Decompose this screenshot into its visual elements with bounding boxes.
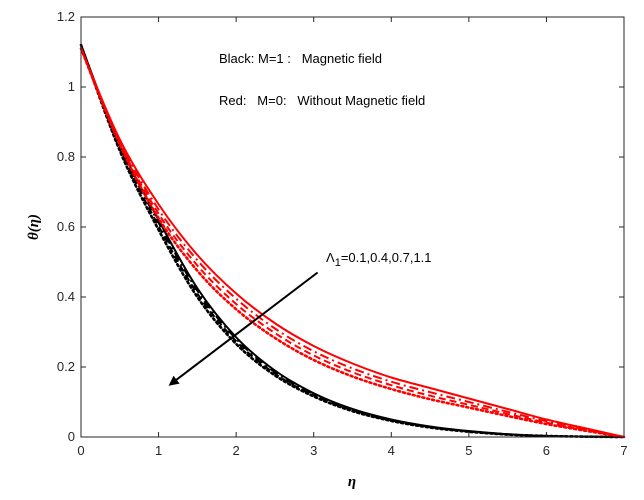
x-tick-label: 5 bbox=[465, 443, 472, 458]
series-line-7 bbox=[80, 48, 625, 438]
x-tick-label: 1 bbox=[155, 443, 162, 458]
x-tick-label: 2 bbox=[233, 443, 240, 458]
parameter-symbol: Λ bbox=[326, 250, 335, 265]
x-tick-label: 0 bbox=[77, 443, 84, 458]
series-line-5 bbox=[80, 48, 625, 438]
series-line-4 bbox=[79, 43, 626, 439]
series-line-6 bbox=[80, 48, 625, 438]
x-tick-label: 7 bbox=[620, 443, 627, 458]
y-tick-label: 0 bbox=[68, 429, 75, 444]
x-axis-label: η bbox=[348, 474, 356, 490]
legend-red-text: Red: M=0: Without Magnetic field bbox=[219, 93, 425, 108]
y-tick-label: 0.8 bbox=[57, 149, 75, 164]
x-tick-label: 3 bbox=[310, 443, 317, 458]
y-tick-label: 1 bbox=[68, 79, 75, 94]
y-tick-label: 0.6 bbox=[57, 219, 75, 234]
y-tick-label: 1.2 bbox=[57, 9, 75, 24]
x-tick-label: 6 bbox=[543, 443, 550, 458]
parameter-arrow bbox=[168, 271, 319, 386]
x-tick-label: 4 bbox=[388, 443, 395, 458]
x-axis: 0 1 2 3 4 5 6 7 bbox=[77, 17, 628, 458]
parameter-subscript: 1 bbox=[335, 257, 341, 269]
y-axis-label: θ(η) bbox=[26, 214, 42, 240]
series-line-8 bbox=[79, 47, 626, 439]
y-tick-label: 0.2 bbox=[57, 359, 75, 374]
legend-black-text: Black: M=1 : Magnetic field bbox=[219, 51, 382, 66]
parameter-values: =0.1,0.4,0.7,1.1 bbox=[341, 250, 432, 265]
y-tick-label: 0.4 bbox=[57, 289, 75, 304]
parameter-annotation: Λ1=0.1,0.4,0.7,1.1 bbox=[326, 250, 432, 269]
series-layer bbox=[79, 43, 626, 439]
y-axis: 0 0.2 0.4 0.6 0.8 1 1.2 bbox=[57, 9, 624, 444]
